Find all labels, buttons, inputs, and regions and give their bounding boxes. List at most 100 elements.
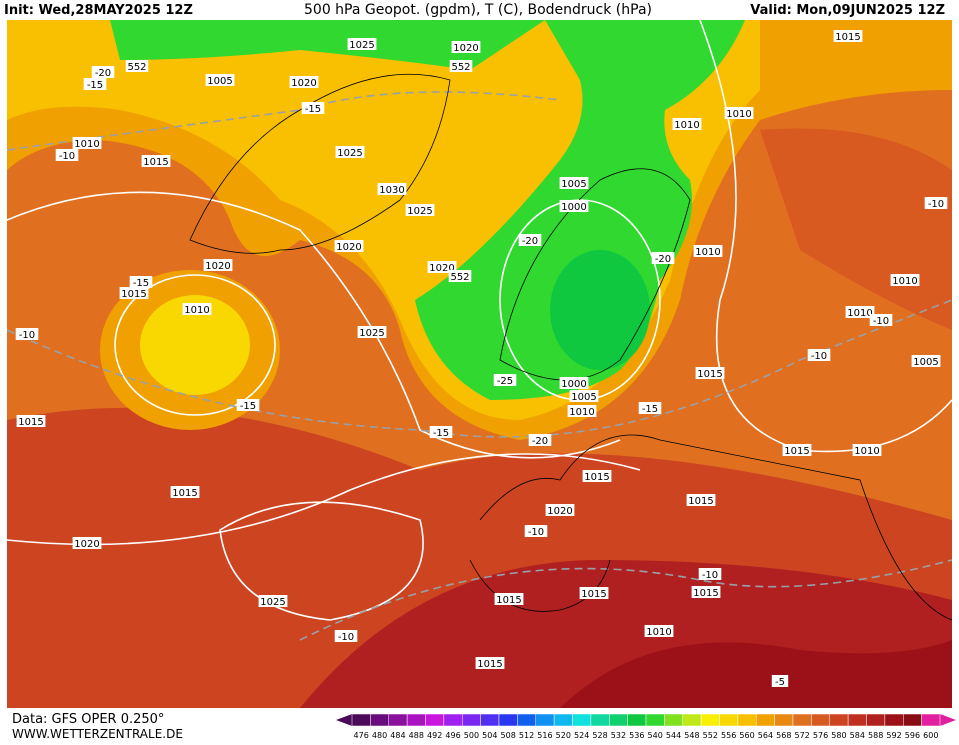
map-label: 1010 bbox=[72, 137, 102, 150]
map-label-text: 1025 bbox=[337, 148, 362, 159]
map-label: -10 bbox=[15, 328, 39, 341]
map-label-box bbox=[559, 200, 589, 212]
colorbar-cell bbox=[921, 713, 941, 727]
map-label: -10 bbox=[924, 197, 948, 210]
map-title: 500 hPa Geopot. (gpdm), T (C), Bodendruc… bbox=[304, 2, 652, 18]
map-label: 1015 bbox=[695, 367, 725, 380]
map-label: 1025 bbox=[357, 326, 387, 339]
map-label: 1020 bbox=[451, 41, 481, 54]
map-label-text: 1030 bbox=[379, 185, 404, 196]
map-label: -15 bbox=[236, 399, 260, 412]
map-label-text: 1015 bbox=[143, 157, 168, 168]
map-label: 1005 bbox=[205, 74, 235, 87]
map-label-box bbox=[724, 107, 754, 119]
map-label: -15 bbox=[83, 78, 107, 91]
colorbar-cell bbox=[351, 713, 371, 727]
colorbar-arrow-high bbox=[940, 714, 956, 726]
map-label: 1015 bbox=[475, 657, 505, 670]
greenland bbox=[189, 73, 451, 254]
map-label-box bbox=[236, 399, 260, 411]
map-label-box bbox=[335, 146, 365, 158]
colorbar-cell bbox=[866, 713, 886, 727]
colorbar-cell bbox=[590, 713, 610, 727]
map-label-text: 1010 bbox=[569, 407, 594, 418]
map-label-text: 1015 bbox=[477, 659, 502, 670]
data-source: Data: GFS OPER 0.250° bbox=[12, 712, 164, 727]
map-label: 1010 bbox=[845, 306, 875, 319]
map-label-box bbox=[119, 287, 149, 299]
colorbar-cell bbox=[903, 713, 922, 727]
map-label: -15 bbox=[301, 102, 325, 115]
map-label-text: 1010 bbox=[695, 247, 720, 258]
map-label-box bbox=[334, 240, 364, 252]
colorbar-label: 540 bbox=[648, 731, 663, 740]
map-label: 1015 bbox=[691, 586, 721, 599]
colorbar-label: 516 bbox=[537, 731, 552, 740]
map-label-box bbox=[691, 586, 721, 598]
map-label-box bbox=[567, 405, 597, 417]
map-label: 1025 bbox=[335, 146, 365, 159]
map-label-box bbox=[833, 30, 863, 42]
colorbar-cell bbox=[792, 713, 812, 727]
map-label-box bbox=[203, 259, 233, 271]
map-label-text: 1020 bbox=[453, 43, 478, 54]
map bbox=[6, 19, 953, 708]
map-label-text: 1000 bbox=[561, 379, 586, 390]
map-label: 1015 bbox=[579, 587, 609, 600]
europe bbox=[469, 434, 953, 621]
map-label: 1015 bbox=[119, 287, 149, 300]
map-label-box bbox=[55, 149, 79, 161]
coastlines bbox=[189, 73, 953, 621]
map-label-text: 1020 bbox=[429, 263, 454, 274]
map-label-box bbox=[695, 367, 725, 379]
colorbar-cell bbox=[572, 713, 592, 727]
map-label-text: 1010 bbox=[674, 120, 699, 131]
map-label-box bbox=[72, 137, 102, 149]
map-label-text: -15 bbox=[133, 278, 149, 289]
map-label: 1015 bbox=[686, 494, 716, 507]
map-label: -10 bbox=[524, 525, 548, 538]
colorbar-label: 560 bbox=[739, 731, 754, 740]
map-label: 1025 bbox=[405, 204, 435, 217]
colorbar-label: 496 bbox=[445, 731, 460, 740]
colorbar-cell bbox=[443, 713, 463, 727]
map-label-box bbox=[16, 415, 46, 427]
map-label-text: 1005 bbox=[561, 179, 586, 190]
colorbar-label: 588 bbox=[868, 731, 883, 740]
init-label: Init: Wed,28MAY2025 12Z bbox=[4, 3, 193, 18]
colorbar-label: 548 bbox=[684, 731, 699, 740]
map-label-text: 1015 bbox=[121, 289, 146, 300]
map-label: -10 bbox=[55, 149, 79, 162]
map-label-box bbox=[771, 675, 789, 687]
map-label: 1020 bbox=[72, 537, 102, 550]
map-label-box bbox=[911, 355, 941, 367]
map-label-box bbox=[869, 314, 893, 326]
map-label-text: 1015 bbox=[584, 472, 609, 483]
map-label: 1025 bbox=[347, 38, 377, 51]
colorbar-cell bbox=[480, 713, 500, 727]
map-label-text: -10 bbox=[702, 570, 718, 581]
map-label-box bbox=[545, 504, 575, 516]
map-label-box bbox=[638, 402, 662, 414]
isotherm bbox=[299, 559, 953, 641]
map-label-box bbox=[170, 486, 200, 498]
map-label-box bbox=[129, 276, 153, 288]
map-label-box bbox=[524, 525, 548, 537]
map-label-text: -10 bbox=[19, 330, 35, 341]
colorbar-label: 552 bbox=[703, 731, 718, 740]
colorbar-cell bbox=[406, 713, 426, 727]
map-label-text: 1020 bbox=[336, 242, 361, 253]
map-label-text: 1010 bbox=[854, 446, 879, 457]
map-label-box bbox=[258, 595, 288, 607]
colorbar-cell bbox=[645, 713, 665, 727]
colorbar-cell bbox=[829, 713, 849, 727]
map-label-text: 1015 bbox=[581, 589, 606, 600]
map-label-text: -15 bbox=[240, 401, 256, 412]
map-label: -20 bbox=[518, 234, 542, 247]
map-label-box bbox=[377, 183, 407, 195]
isotherm bbox=[6, 91, 561, 151]
map-label: -20 bbox=[528, 434, 552, 447]
map-label-box bbox=[347, 38, 377, 50]
map-label: 1005 bbox=[559, 177, 589, 190]
colorbar-label: 484 bbox=[390, 731, 405, 740]
